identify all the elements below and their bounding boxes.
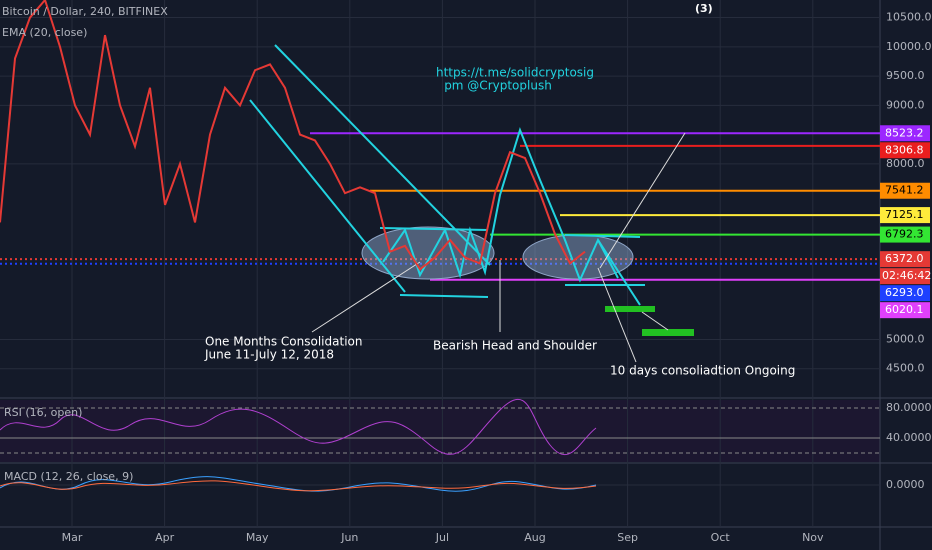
level-label: 6372.0 <box>885 252 924 265</box>
month-label: Mar <box>62 531 83 544</box>
symbol: Bitcoin / Dollar, 240, BITFINEX <box>2 5 168 18</box>
level-label: 8523.2 <box>885 126 924 139</box>
level-badge <box>880 142 930 159</box>
level-label: 6792.3 <box>885 228 924 241</box>
macd-tick-label: 0.0000 <box>886 478 925 491</box>
price-tick-label: 8000.0 <box>886 157 925 170</box>
rsi-tick-label: 80.0000 <box>886 401 932 414</box>
price-tick-label: 10500.0 <box>886 11 932 24</box>
level-badge <box>880 251 930 268</box>
rsi-label: RSI (16, open) <box>4 406 82 419</box>
macd-line <box>0 476 597 492</box>
arrows <box>311 132 686 363</box>
annotation: Bearish Head and Shoulder <box>433 339 597 353</box>
month-label: Jun <box>340 531 358 544</box>
target-box <box>642 329 694 336</box>
month-label: Oct <box>711 531 731 544</box>
rsi-band <box>0 400 880 462</box>
month-label: Sep <box>617 531 638 544</box>
level-label: 7541.2 <box>885 184 924 197</box>
countdown: 02:46:42 <box>882 269 931 282</box>
signal-line <box>0 480 597 492</box>
level-label: 7125.1 <box>885 208 924 221</box>
price-tick-label: 9500.0 <box>886 69 925 82</box>
target-box <box>605 306 655 312</box>
consolidation-ellipse <box>361 226 495 280</box>
price-tick-label: 4500.0 <box>886 362 925 375</box>
link: https://t.me/solidcryptosig <box>436 66 594 80</box>
month-label: Nov <box>802 531 824 544</box>
annotation: June 11-July 12, 2018 <box>204 348 334 362</box>
level-badge <box>880 285 930 302</box>
ema-label: EMA (20, close) <box>2 26 87 39</box>
level-label: 6020.1 <box>885 303 924 316</box>
annotation: One Months Consolidation <box>205 335 362 349</box>
countdown-badge <box>880 268 930 285</box>
trend-lines <box>249 44 645 306</box>
price-tick-label: 5000.0 <box>886 332 925 345</box>
level-badge <box>880 182 930 199</box>
month-label: May <box>246 531 269 544</box>
macd-label: MACD (12, 26, close, 9) <box>4 470 133 483</box>
price-line <box>0 0 586 271</box>
month-label: Apr <box>155 531 175 544</box>
level-label: 6293.0 <box>885 286 924 299</box>
level-badge <box>880 302 930 319</box>
pm: pm @Cryptoplush <box>444 79 552 93</box>
level-badge <box>880 207 930 224</box>
rsi-tick-label: 40.0000 <box>886 431 932 444</box>
level-badge <box>880 125 930 142</box>
count: (3) <box>695 2 713 15</box>
level-label: 8306.8 <box>885 143 924 156</box>
month-label: Aug <box>524 531 545 544</box>
price-tick-label: 10000.0 <box>886 40 932 53</box>
annotation: 10 days consoliadtion Ongoing <box>610 364 795 378</box>
month-label: Jul <box>435 531 449 544</box>
level-badge <box>880 226 930 243</box>
rsi-line <box>0 398 597 456</box>
price-tick-label: 9000.0 <box>886 98 925 111</box>
